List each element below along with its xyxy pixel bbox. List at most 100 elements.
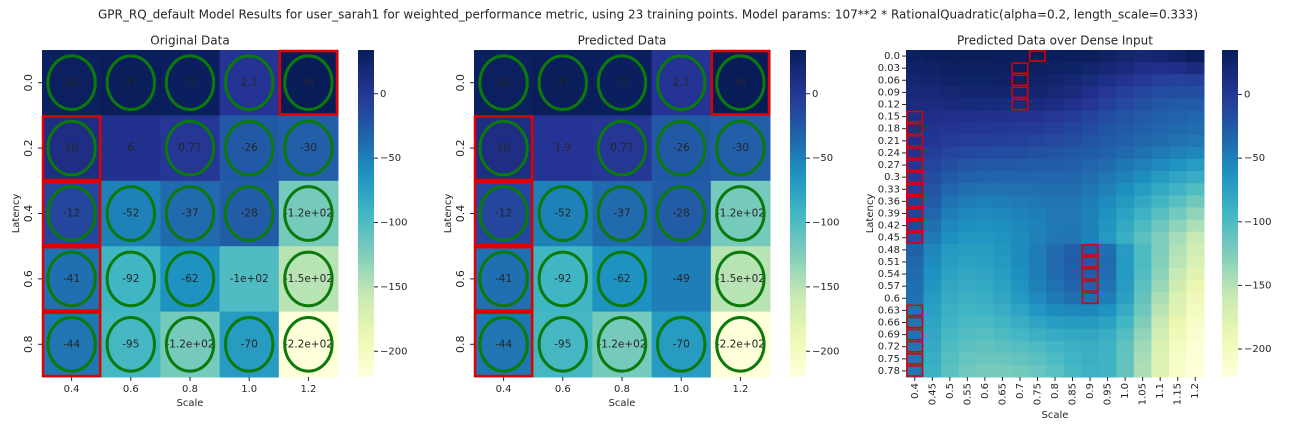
training-point-marker xyxy=(224,315,275,373)
heatmap-cell xyxy=(219,50,280,116)
heatmap-cell xyxy=(1028,62,1047,75)
training-point-marker xyxy=(596,185,648,242)
row-max-marker xyxy=(906,147,924,159)
heatmap-cell xyxy=(533,115,593,182)
heatmap-cell xyxy=(1098,268,1117,281)
training-point-marker xyxy=(596,315,648,373)
heatmap-cell xyxy=(976,62,995,75)
chart-title: Predicted Data xyxy=(578,34,667,48)
heatmap-cell xyxy=(219,246,280,313)
heatmap-cell xyxy=(1133,231,1152,245)
heatmap-cell xyxy=(1081,207,1100,221)
heatmap-cell xyxy=(1063,171,1082,184)
heatmap-cell xyxy=(1011,98,1030,112)
heatmap-cell xyxy=(906,268,925,281)
cell-label: 0.77 xyxy=(178,142,201,154)
x-tick-label: 1.1 xyxy=(1155,383,1166,399)
heatmap-cell xyxy=(474,180,534,247)
heatmap-cell xyxy=(1028,280,1047,293)
x-axis-label: Scale xyxy=(1042,410,1069,421)
heatmap-cell xyxy=(1081,195,1100,208)
heatmap-cell xyxy=(1063,74,1082,87)
heatmap-cell xyxy=(1133,74,1152,87)
heatmap-cell xyxy=(1151,195,1170,208)
x-tick-label: 0.6 xyxy=(555,384,571,395)
heatmap-cell xyxy=(993,364,1012,378)
training-point-marker xyxy=(656,185,707,242)
heatmap-cell xyxy=(993,268,1012,281)
heatmap-cell xyxy=(1028,195,1047,208)
heatmap-cell xyxy=(906,50,925,63)
heatmap-cell xyxy=(1116,304,1135,317)
heatmap-cell xyxy=(1133,255,1152,269)
heatmap-cell xyxy=(1168,268,1187,281)
cell-label: -37 xyxy=(181,208,198,220)
heatmap-cell xyxy=(1116,62,1135,75)
heatmap-cell xyxy=(533,50,593,116)
y-tick-label: 0.45 xyxy=(878,233,900,244)
heatmap-cell xyxy=(219,180,280,247)
heatmap-cell xyxy=(941,146,960,160)
heatmap-cell xyxy=(1011,134,1030,148)
heatmap-cell xyxy=(976,328,995,342)
heatmap-cell xyxy=(1063,316,1082,330)
heatmap-cell xyxy=(1028,352,1047,366)
training-point-marker xyxy=(105,54,156,112)
heatmap-cell xyxy=(1116,352,1135,366)
cell-label: -92 xyxy=(122,273,139,285)
heatmap-cell xyxy=(1133,364,1152,378)
heatmap-cell xyxy=(958,171,977,184)
heatmap-cell xyxy=(1081,364,1100,378)
heatmap-cell xyxy=(1011,280,1030,293)
heatmap-cell xyxy=(1098,255,1117,269)
heatmap-cell xyxy=(160,180,221,247)
heatmap-cell xyxy=(923,50,942,63)
training-point-marker xyxy=(715,315,766,373)
heatmap-cell xyxy=(1011,328,1030,342)
heatmap-cell xyxy=(1063,292,1082,305)
colorbar-tick-label: −200 xyxy=(380,346,407,357)
y-tick-label: 0.6 xyxy=(22,270,35,288)
colorbar-tick-label: −100 xyxy=(380,218,407,229)
heatmap-cell xyxy=(1063,62,1082,75)
row-max-marker xyxy=(473,115,534,182)
heatmap-cell xyxy=(976,171,995,184)
cell-label: -95 xyxy=(554,338,571,350)
heatmap-cell xyxy=(976,86,995,99)
cell-label: -37 xyxy=(613,208,630,220)
heatmap-cell xyxy=(1011,316,1030,330)
heatmap-cell xyxy=(1116,195,1135,208)
heatmap-cell xyxy=(1011,183,1030,196)
heatmap-cell xyxy=(1186,280,1205,293)
training-point-marker xyxy=(478,185,529,242)
y-tick-label: 0.21 xyxy=(878,136,900,147)
heatmap-cell xyxy=(1011,159,1030,172)
training-point-marker xyxy=(596,250,648,308)
heatmap-cell xyxy=(906,243,925,257)
heatmap-cell xyxy=(976,280,995,293)
heatmap-cell xyxy=(1168,316,1187,330)
heatmap-cell xyxy=(1186,195,1205,208)
heatmap-cell xyxy=(1046,231,1065,245)
row-max-marker xyxy=(473,180,534,247)
heatmap-cell xyxy=(923,268,942,281)
y-axis-label: Latency xyxy=(443,194,454,234)
heatmap-cell xyxy=(1098,159,1117,172)
heatmap-cell xyxy=(1098,134,1117,148)
heatmap-cell xyxy=(710,115,771,182)
heatmap-cell xyxy=(923,98,942,112)
heatmap-cell xyxy=(1046,340,1065,354)
heatmap-cell xyxy=(976,364,995,378)
heatmap-cell xyxy=(1081,183,1100,196)
heatmap-cell xyxy=(1116,122,1135,136)
heatmap-cell xyxy=(1186,122,1205,136)
heatmap-cell xyxy=(906,110,925,124)
training-point-marker xyxy=(164,54,216,112)
y-tick-label: 0.03 xyxy=(878,63,900,74)
chart-title: Predicted Data over Dense Input xyxy=(957,34,1153,48)
heatmap-cell xyxy=(651,115,712,182)
y-tick-label: 0.78 xyxy=(878,366,900,377)
heatmap-cell xyxy=(993,146,1012,160)
heatmap-cell xyxy=(906,86,925,99)
